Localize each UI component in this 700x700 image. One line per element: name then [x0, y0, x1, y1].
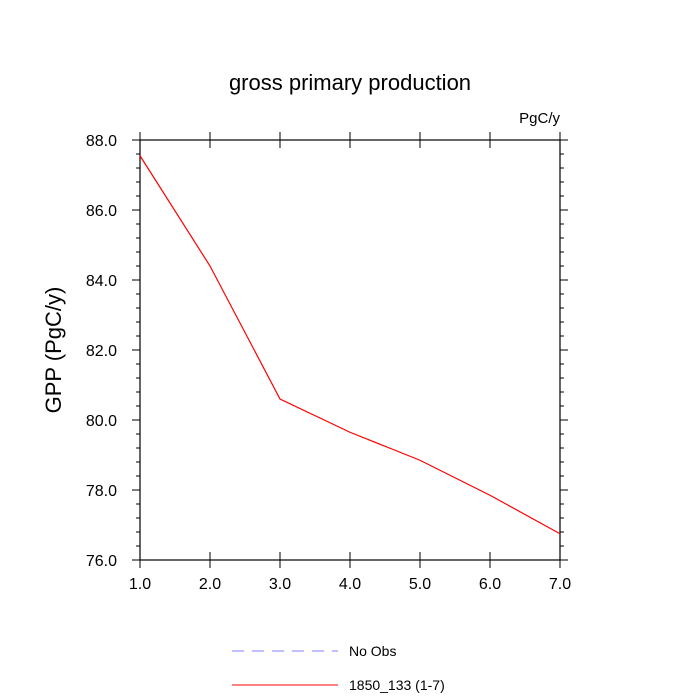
units-label: PgC/y [519, 110, 560, 127]
y-tick-label: 80.0 [86, 413, 117, 430]
x-tick-label: 3.0 [269, 576, 291, 593]
y-tick-label: 82.0 [86, 343, 117, 360]
axis-ticks [132, 132, 568, 568]
x-tick-label: 1.0 [129, 576, 151, 593]
series-layer [139, 155, 561, 535]
y-tick-label: 84.0 [86, 273, 117, 290]
legend: No Obs 1850_133 (1-7) [232, 643, 445, 693]
x-tick-label: 2.0 [199, 576, 221, 593]
legend-label: No Obs [349, 643, 396, 659]
x-tick-label: 6.0 [479, 576, 501, 593]
y-axis-label: GPP (PgC/y) [41, 287, 66, 414]
series-line [139, 155, 561, 535]
legend-label: 1850_133 (1-7) [349, 677, 445, 693]
y-tick-label: 78.0 [86, 483, 117, 500]
y-tick-label: 76.0 [86, 553, 117, 570]
axis-tick-labels: 1.0 2.0 3.0 4.0 5.0 6.0 7.0 76.0 78.0 80.0 82.0 84.… [86, 133, 571, 593]
y-tick-label: 86.0 [86, 203, 117, 220]
x-tick-label: 5.0 [409, 576, 431, 593]
plot-frame [139, 139, 561, 561]
x-tick-label: 7.0 [549, 576, 571, 593]
y-tick-label: 88.0 [86, 133, 117, 150]
chart-title: gross primary production [229, 70, 471, 95]
x-tick-label: 4.0 [339, 576, 361, 593]
